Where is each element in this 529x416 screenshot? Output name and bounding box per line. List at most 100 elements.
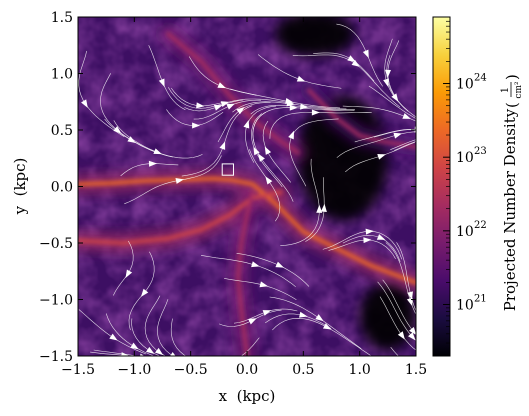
colorbar-tick-label: 10 bbox=[456, 224, 474, 240]
plot-area: −1.5 −1.0 −0.5 0.0 0.5 1.0 1.5 −1.5 −1.0 −0.5 0.0… bbox=[39, 10, 445, 381]
streamline bbox=[170, 318, 260, 356]
streamline-arrow bbox=[148, 160, 157, 167]
filament-main-ridge bbox=[78, 176, 416, 285]
x-tick-label: −0.5 bbox=[174, 362, 208, 378]
streamline-arrow bbox=[217, 82, 226, 89]
streamline-arrow bbox=[393, 132, 402, 139]
void-east-void bbox=[297, 96, 388, 221]
streamline-arrow bbox=[113, 126, 122, 134]
streamline-arrow bbox=[251, 261, 260, 268]
colorbar-tick-exponent: 22 bbox=[474, 220, 487, 231]
x-tick-label: 0.0 bbox=[236, 362, 258, 378]
streamline-arrow bbox=[408, 332, 416, 341]
colorbar-label: Projected Number Density bbox=[501, 108, 519, 311]
streamline bbox=[394, 141, 416, 151]
streamline-arrow bbox=[140, 288, 149, 297]
streamline-arrow bbox=[296, 75, 306, 82]
x-tick-label: −1.0 bbox=[117, 362, 151, 378]
streamline bbox=[336, 23, 383, 87]
streamline bbox=[386, 55, 416, 118]
streamline-arrow bbox=[316, 204, 323, 213]
x-tick-label: −1.5 bbox=[61, 362, 95, 378]
streamline-arrow bbox=[275, 261, 284, 268]
streamline-arrow bbox=[320, 203, 327, 213]
filament-north-arc bbox=[166, 31, 300, 155]
streamline bbox=[188, 56, 257, 96]
streamline-arrow bbox=[130, 342, 139, 350]
x-tick-label: 1.5 bbox=[405, 362, 427, 378]
colorbar-unit-denominator: cm² bbox=[514, 81, 524, 99]
streamline-arrow bbox=[315, 314, 324, 322]
streamline bbox=[305, 177, 325, 242]
streamline bbox=[113, 240, 134, 296]
streamline-arrow bbox=[363, 237, 372, 244]
colorbar-tick-exponent: 23 bbox=[474, 146, 487, 157]
streamline bbox=[382, 279, 416, 335]
streamline-arrow bbox=[196, 102, 205, 109]
filament-vertical-spur bbox=[236, 190, 255, 356]
streamline bbox=[120, 163, 179, 177]
void-north-void bbox=[275, 17, 355, 57]
streamline-arrow bbox=[155, 347, 164, 356]
streamline-arrow bbox=[169, 352, 178, 356]
streamline-arrow bbox=[153, 148, 162, 155]
streamline bbox=[396, 242, 416, 312]
streamline-arrow bbox=[362, 49, 369, 59]
streamline-arrow bbox=[407, 291, 413, 300]
streamline bbox=[184, 99, 244, 112]
marker-box bbox=[221, 163, 234, 176]
streamline bbox=[249, 149, 281, 222]
streamline-arrow bbox=[175, 178, 184, 184]
streamline-arrow bbox=[376, 234, 386, 240]
streamline bbox=[272, 317, 371, 356]
streamline-arrow bbox=[109, 333, 118, 341]
streamline bbox=[78, 309, 147, 355]
streamline-arrow bbox=[286, 100, 295, 107]
streamline-arrow bbox=[322, 323, 332, 330]
y-axis-label: y (kpc) bbox=[11, 158, 29, 216]
streamline bbox=[265, 313, 332, 329]
voids-layer bbox=[275, 17, 416, 351]
streamline-arrow bbox=[437, 374, 445, 381]
streamline-arrow bbox=[139, 353, 148, 356]
streamline-arrow bbox=[377, 153, 386, 160]
streamline-arrow bbox=[397, 331, 405, 340]
streamline-arrow bbox=[409, 327, 416, 336]
streamline bbox=[387, 40, 400, 98]
streamline-arrow bbox=[248, 318, 257, 325]
y-tick-label: −1.5 bbox=[39, 349, 73, 365]
y-tick-label: 0.0 bbox=[51, 180, 73, 196]
streamline-arrow bbox=[391, 93, 399, 102]
streamline-arrow bbox=[419, 118, 429, 127]
streamline-arrow bbox=[125, 269, 133, 278]
streamline-arrow bbox=[289, 104, 298, 111]
streamline bbox=[390, 139, 416, 150]
streamline-arrow bbox=[127, 136, 136, 143]
y-tick-label: 1.5 bbox=[51, 10, 73, 26]
colorbar-unit-numerator: 1 bbox=[500, 87, 511, 93]
streamline bbox=[377, 281, 416, 341]
x-tick-label: 0.5 bbox=[292, 362, 314, 378]
streamline-arrow bbox=[213, 104, 223, 111]
streamline-arrow bbox=[299, 311, 308, 318]
streamline bbox=[193, 99, 261, 120]
streamline-arrow bbox=[158, 78, 165, 88]
streamline-arrow bbox=[146, 346, 155, 354]
streamline bbox=[373, 129, 416, 138]
streamline bbox=[93, 349, 139, 356]
streamline bbox=[124, 155, 222, 205]
streamline-arrow bbox=[226, 103, 235, 110]
streamline bbox=[200, 255, 296, 288]
streamline bbox=[342, 234, 401, 262]
colorbar-paren-close: ) bbox=[503, 74, 521, 80]
colorbar-title: Projected Number Density ( 1 cm² ) bbox=[500, 74, 524, 311]
streamline-arrow bbox=[402, 113, 411, 119]
streamline bbox=[217, 102, 271, 143]
streamline bbox=[384, 38, 409, 112]
colorbar-tick-exponent: 24 bbox=[474, 73, 487, 84]
y-tick-label: 1.0 bbox=[51, 67, 73, 83]
streamline-arrow bbox=[265, 176, 273, 185]
